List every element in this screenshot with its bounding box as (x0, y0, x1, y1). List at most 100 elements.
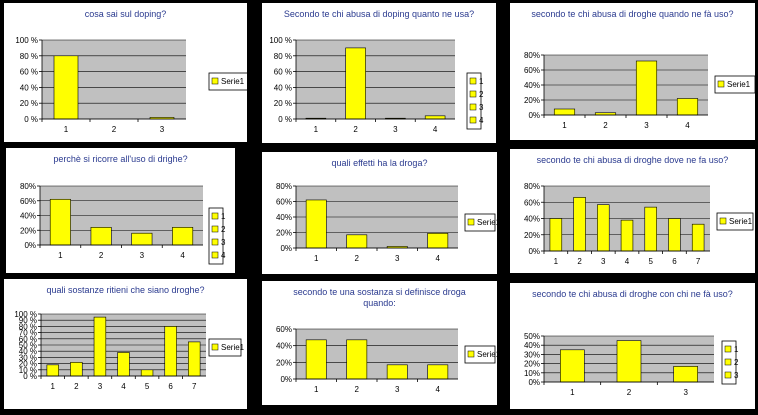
y-tick-label: 20 % (19, 360, 37, 369)
y-tick-label: 20% (276, 229, 292, 238)
y-tick-label: 0% (24, 241, 36, 250)
bar (46, 364, 59, 377)
bar (188, 341, 201, 377)
legend-label: Serie1 (477, 350, 497, 359)
x-tick-label: 3 (98, 382, 103, 391)
bar (691, 223, 705, 252)
chart-plot: 0% 20% 40% 60% 1 2 3 4 Serie1 (276, 325, 497, 394)
y-tick-label: 100 % (15, 36, 38, 45)
y-tick-label: 100 % (14, 310, 37, 319)
chart-panel-6: secondo te chi abusa di droghe dove ne f… (510, 149, 755, 273)
y-tick-label: 20% (276, 358, 292, 367)
y-tick-label: 30 % (19, 353, 37, 362)
y-tick-label: 40% (524, 341, 540, 350)
x-tick-label: 4 (685, 121, 690, 130)
chart-panel-2: Secondo te chi abusa di doping quanto ne… (262, 3, 496, 143)
legend-swatch (469, 90, 477, 98)
x-tick-label: 4 (436, 254, 441, 263)
y-tick-label: 40% (524, 215, 540, 224)
y-tick-label: 10 % (19, 366, 37, 375)
y-tick-label: 40% (524, 81, 540, 90)
legend-label: 3 (479, 103, 484, 112)
legend-swatch (211, 343, 219, 351)
y-tick-label: 20% (524, 231, 540, 240)
chart-title: cosa sai sul doping? (84, 9, 167, 19)
plot-area (296, 40, 455, 119)
bar (90, 227, 112, 246)
legend-swatch (211, 225, 219, 233)
y-tick-label: 80% (276, 182, 292, 191)
x-tick-label: 3 (683, 388, 688, 397)
y-tick-label: 60% (524, 66, 540, 75)
x-tick-label: 2 (603, 121, 608, 130)
x-tick-label: 6 (672, 257, 677, 266)
y-tick-label: 60 % (19, 335, 37, 344)
legend-label: Serie1 (729, 217, 753, 226)
x-tick-label: 4 (625, 257, 630, 266)
legend-swatch (211, 77, 219, 85)
x-tick-label: 7 (696, 257, 701, 266)
chart-plot: 0% 20% 40% 60% 80% 1 2 3 4 1 2 3 4 (20, 182, 226, 265)
y-tick-label: 0% (528, 378, 540, 387)
x-tick-label: 1 (554, 257, 559, 266)
bar (644, 206, 657, 252)
bar (386, 364, 408, 380)
x-tick-label: 1 (314, 254, 319, 263)
chart-plot: 0%10%20%30%40%50% 1 2 3 1 2 3 (524, 332, 739, 397)
legend-box (208, 207, 224, 265)
bar (427, 364, 449, 380)
legend-swatch (211, 251, 219, 259)
legend-box (466, 72, 482, 130)
bar (620, 219, 634, 252)
bar (172, 227, 194, 246)
chart-title: secondo te una sostanza si definisce dro… (293, 287, 466, 308)
bar (140, 369, 154, 377)
y-tick-label: 80 % (20, 52, 38, 61)
y-tick-label: 50% (524, 332, 540, 341)
legend-label: 2 (479, 90, 484, 99)
y-tick-label: 0% (528, 111, 540, 120)
x-tick-label: 3 (395, 385, 400, 394)
x-tick-label: 1 (64, 125, 69, 134)
legend-swatch (724, 358, 732, 366)
legend-swatch (469, 116, 477, 124)
legend-label: Serie1 (477, 218, 497, 227)
x-tick-label: 2 (577, 257, 582, 266)
x-tick-label: 2 (99, 251, 104, 260)
bar (346, 234, 368, 249)
y-tick-label: 0% (280, 244, 292, 253)
y-tick-label: 100 % (269, 36, 292, 45)
legend-box (464, 213, 496, 232)
y-tick-label: 20% (524, 96, 540, 105)
x-tick-label: 1 (51, 382, 56, 391)
bar (164, 326, 177, 377)
x-tick-label: 4 (180, 251, 185, 260)
chart-panel-9: secondo te chi abusa di droghe con chi n… (510, 283, 755, 409)
y-tick-label: 0% (280, 375, 292, 384)
bar (305, 339, 327, 380)
legend-swatch (724, 371, 732, 379)
x-tick-label: 2 (355, 254, 360, 263)
y-tick-label: 40% (20, 212, 36, 221)
chart-title: perchè si ricorre all'uso di drighe? (53, 154, 188, 164)
legend-label: 4 (479, 116, 484, 125)
y-tick-label: 10% (524, 369, 540, 378)
chart-plot: 0% 20% 40% 60% 80% 1 2 3 4 Serie1 (524, 51, 755, 130)
chart-panel-3: secondo te chi abusa di droghe quando ne… (510, 3, 755, 140)
bar (673, 366, 698, 383)
legend-label: 2 (221, 225, 226, 234)
y-tick-label: 0 % (24, 115, 38, 124)
x-tick-label: 3 (644, 121, 649, 130)
x-tick-label: 4 (433, 125, 438, 134)
y-tick-label: 40 % (20, 83, 38, 92)
chart-plot: 0 % 20 % 40 % 60 % 80 % 100 % 1 2 3 4 1 2 3 4 (269, 36, 484, 134)
x-tick-label: 2 (74, 382, 79, 391)
bar (560, 349, 585, 383)
x-tick-label: 3 (601, 257, 606, 266)
chart-plot: 0 %10 %20 %30 %40 %50 %60 %70 %80 %90 %1… (14, 310, 244, 391)
y-tick-label: 0 % (23, 372, 37, 381)
bar (345, 47, 366, 120)
chart-title: Secondo te chi abusa di doping quanto ne… (283, 9, 475, 19)
bar (131, 232, 153, 246)
legend-label: 1 (734, 345, 739, 354)
